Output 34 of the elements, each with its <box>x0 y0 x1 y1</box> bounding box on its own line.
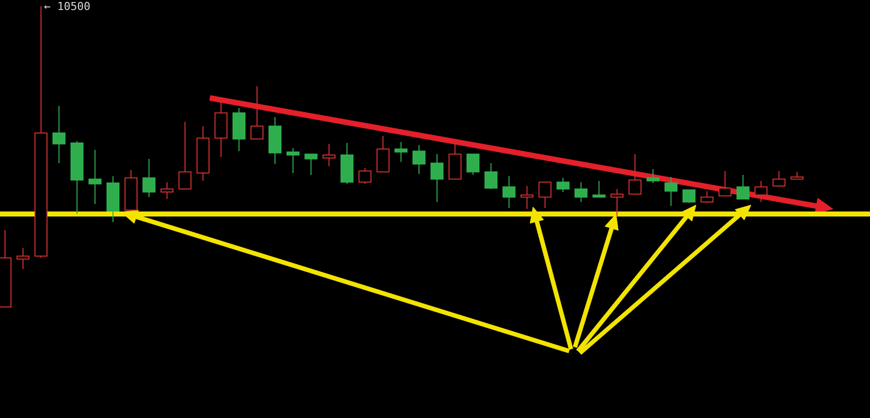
candlestick <box>682 189 696 204</box>
candlestick <box>88 149 102 205</box>
candlestick <box>412 144 426 174</box>
candlestick <box>502 176 516 208</box>
candlestick <box>520 186 534 210</box>
candlestick <box>754 180 768 202</box>
candlestick <box>286 148 300 174</box>
candlestick <box>736 174 750 200</box>
candlestick <box>538 182 552 208</box>
candlestick <box>304 154 318 176</box>
candlestick <box>700 190 714 204</box>
candlestick <box>772 170 786 186</box>
candlestick <box>592 180 606 198</box>
candlestick <box>358 167 372 184</box>
candlestick <box>628 154 642 195</box>
candlestick <box>250 86 264 140</box>
candlestick <box>16 248 30 270</box>
candlestick <box>484 162 498 190</box>
candlestick <box>178 121 192 190</box>
annotation: ← 10500 <box>44 0 90 13</box>
candlestick <box>574 182 588 202</box>
candlestick <box>376 136 390 172</box>
candlestick <box>322 143 336 167</box>
candlestick <box>160 182 174 200</box>
candlestick <box>466 154 480 176</box>
candlestick <box>430 154 444 202</box>
candlestick <box>142 158 156 198</box>
candlestick <box>556 177 570 193</box>
candlestick <box>646 168 660 184</box>
candlestick <box>52 105 66 164</box>
candlestick <box>610 188 624 217</box>
candlestick <box>718 170 732 196</box>
candlestick <box>394 142 408 162</box>
candlestick <box>664 176 678 206</box>
